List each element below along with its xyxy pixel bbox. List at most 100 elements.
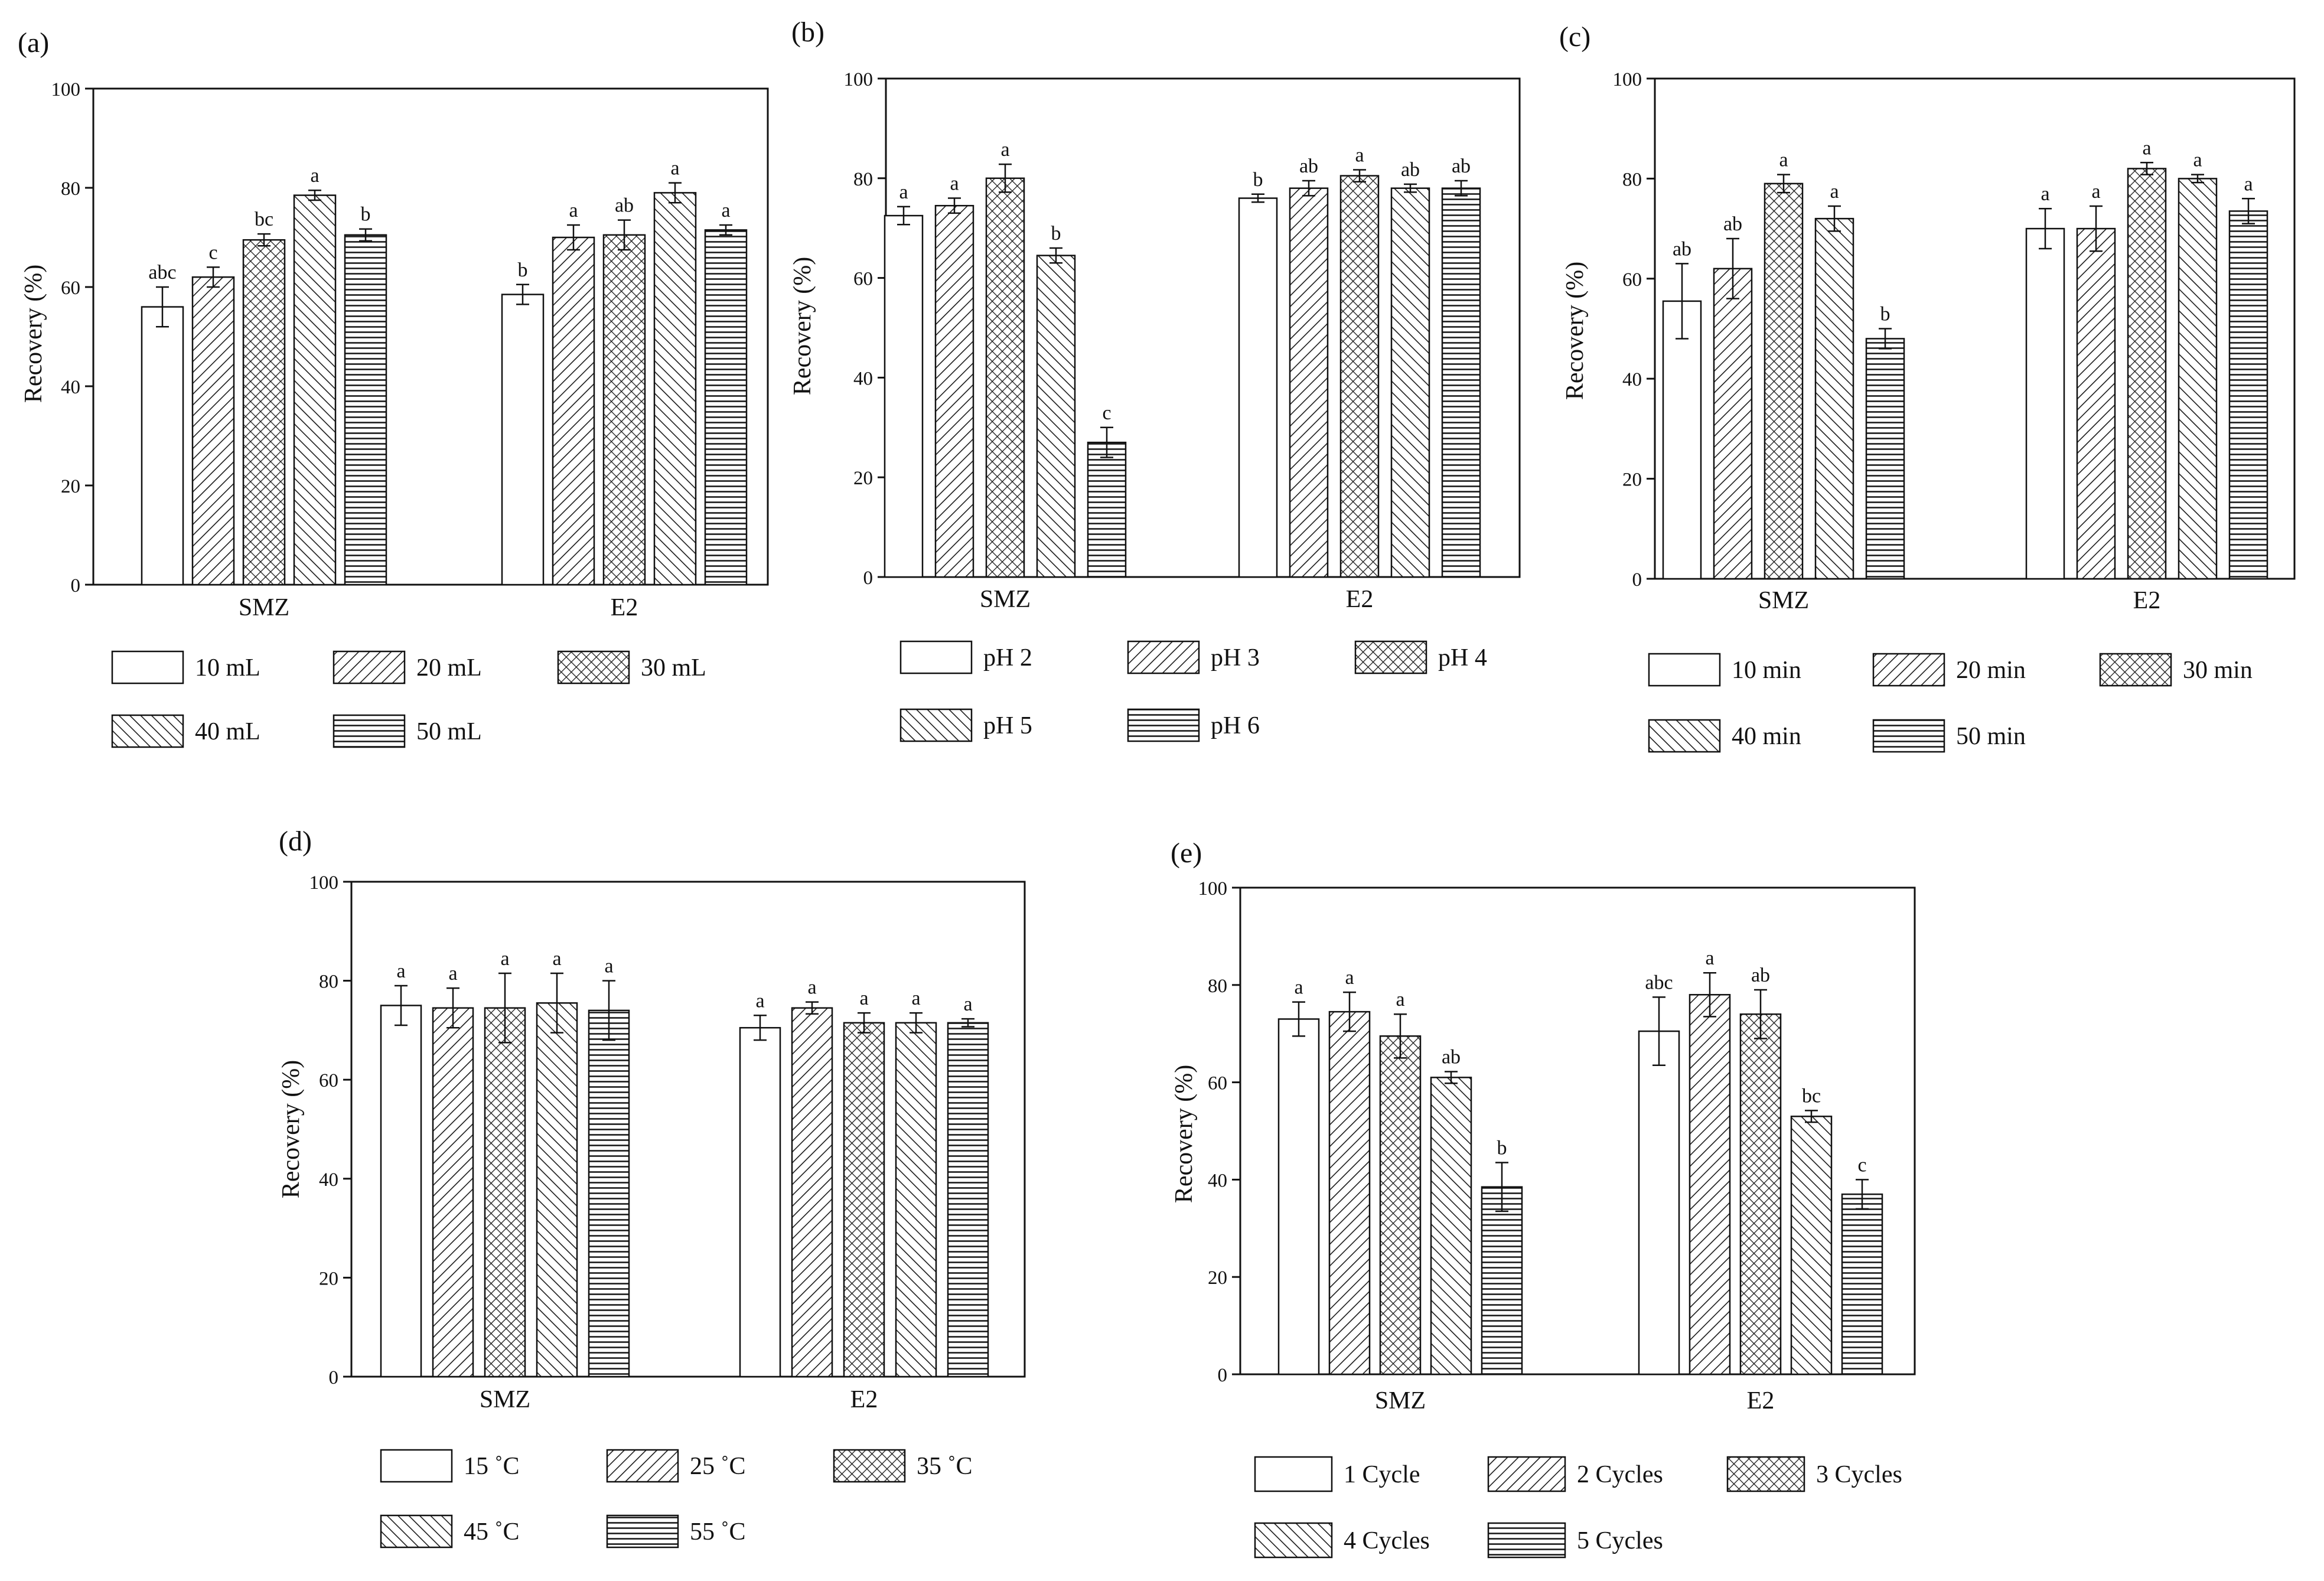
category-label: SMZ <box>1758 587 1809 614</box>
legend-swatch <box>2099 653 2172 687</box>
y-tick-label: 40 <box>1208 1170 1227 1191</box>
y-tick-label: 0 <box>1218 1365 1228 1386</box>
bar <box>884 214 924 578</box>
panel-e: (e) 0 20 40 60 80 100 a a a ab b SMZ abc a ab bc c E2 Rec… <box>1171 837 1916 1559</box>
legend-label: pH 5 <box>983 712 1032 739</box>
legend-item: pH 6 <box>1127 708 1260 742</box>
bar <box>191 276 235 586</box>
bar <box>2178 178 2218 580</box>
bar <box>380 1005 422 1378</box>
legend-item: 40 mL <box>111 714 260 748</box>
bar <box>1481 1186 1523 1375</box>
legend-item: 45 ˚C <box>380 1514 520 1549</box>
significance-letter: a <box>396 960 405 982</box>
legend-label: pH 3 <box>1211 644 1260 671</box>
significance-letter: a <box>2142 137 2151 159</box>
legend-item: 20 min <box>1872 653 2026 687</box>
bar <box>1289 187 1329 578</box>
legend-swatch <box>1726 1456 1805 1492</box>
bar <box>293 194 337 586</box>
legend-item: 10 min <box>1648 653 1801 687</box>
category-label: E2 <box>1346 586 1374 613</box>
bar <box>501 294 545 586</box>
significance-letter: a <box>911 987 920 1009</box>
significance-letter: ab <box>1673 238 1691 260</box>
legend-swatch <box>1487 1456 1566 1492</box>
y-tick-label: 80 <box>853 169 873 190</box>
panel-d: (d) 0 20 40 60 80 100 a a a a a SMZ a a a a a E2 Recovery… <box>278 826 1026 1549</box>
bar <box>2025 227 2065 580</box>
legend-label: 55 ˚C <box>690 1518 746 1546</box>
significance-letter: a <box>1705 947 1714 969</box>
significance-letter: a <box>963 993 972 1015</box>
y-tick-label: 100 <box>1613 69 1642 90</box>
category-label: SMZ <box>480 1386 530 1413</box>
category-label: E2 <box>850 1386 878 1413</box>
y-tick-label: 60 <box>1622 269 1642 291</box>
panel-label: (e) <box>1171 837 1202 869</box>
significance-letter: ab <box>1299 155 1318 177</box>
y-axis-label: Recovery (%) <box>20 265 47 403</box>
significance-letter: a <box>755 990 764 1012</box>
legend-label: 30 min <box>2183 657 2253 684</box>
bar <box>1814 217 1854 580</box>
category-label: E2 <box>1747 1387 1775 1414</box>
legend-item: pH 3 <box>1127 640 1260 674</box>
legend-item: 30 mL <box>557 650 706 684</box>
bar <box>653 192 697 586</box>
legend-swatch <box>380 1514 453 1549</box>
legend: pH 2 pH 3 pH 4 pH 5 pH 6 <box>899 640 1487 742</box>
panel-label: (b) <box>791 17 824 48</box>
legend-label: 15 ˚C <box>464 1453 520 1480</box>
plot-frame <box>1239 886 1916 1375</box>
panel-label: (a) <box>18 27 49 58</box>
bar <box>242 239 286 586</box>
y-tick-label: 60 <box>319 1070 338 1091</box>
bar <box>536 1002 578 1378</box>
significance-letter: b <box>1253 169 1263 191</box>
y-tick-label: 0 <box>71 575 81 596</box>
legend-swatch <box>899 640 973 674</box>
bar <box>1379 1035 1422 1375</box>
significance-letter: a <box>552 948 561 970</box>
significance-letter: ab <box>615 195 634 217</box>
legend-swatch <box>1254 1522 1333 1559</box>
bar <box>1638 1030 1680 1375</box>
legend-item: pH 2 <box>899 640 1032 674</box>
bar <box>1764 182 1804 580</box>
bar <box>985 177 1025 578</box>
y-tick-label: 80 <box>61 178 80 200</box>
panel-label: (c) <box>1559 21 1590 53</box>
legend-item: 10 mL <box>111 650 260 684</box>
category-label: E2 <box>2133 587 2161 614</box>
y-tick-label: 20 <box>1208 1267 1227 1289</box>
y-tick-label: 60 <box>1208 1073 1227 1094</box>
legend-label: 5 Cycles <box>1577 1527 1663 1554</box>
bar <box>1328 1010 1371 1375</box>
bar <box>1739 1013 1782 1375</box>
legend-label: pH 4 <box>1438 644 1487 671</box>
significance-letter: c <box>208 242 217 263</box>
significance-letter: a <box>1396 989 1404 1010</box>
significance-letter: a <box>807 977 816 999</box>
legend-swatch <box>899 708 973 742</box>
legend-item: 50 mL <box>333 714 482 748</box>
category-label: SMZ <box>980 586 1031 613</box>
significance-letter: a <box>1779 149 1788 171</box>
legend-swatch <box>333 714 406 748</box>
legend-swatch <box>1648 719 1721 753</box>
bar <box>934 204 974 578</box>
significance-letter: c <box>1857 1154 1866 1176</box>
y-tick-label: 20 <box>319 1268 338 1289</box>
bar <box>1238 197 1278 578</box>
y-axis-label: Recovery (%) <box>1562 262 1589 400</box>
bar <box>1790 1116 1833 1375</box>
significance-letter: a <box>950 173 959 195</box>
bar <box>1087 441 1127 578</box>
significance-letter: c <box>1102 402 1111 424</box>
significance-letter: bc <box>1802 1085 1821 1107</box>
legend-label: 2 Cycles <box>1577 1461 1663 1488</box>
